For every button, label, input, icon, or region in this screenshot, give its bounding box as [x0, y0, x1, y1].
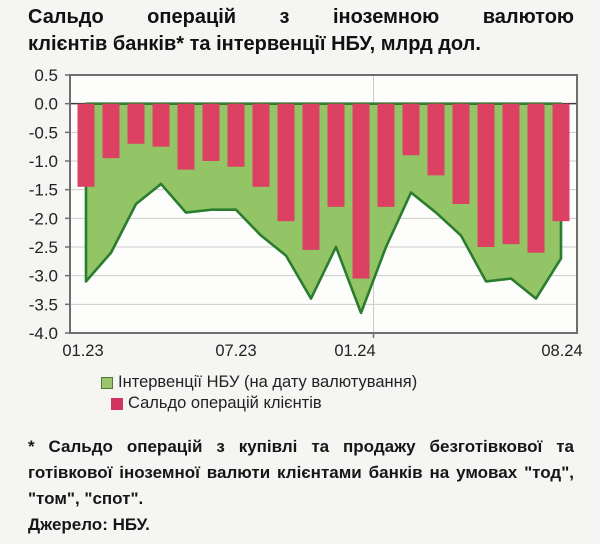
plot-border — [69, 74, 578, 334]
y-axis-tick-label: -1.0 — [29, 152, 58, 171]
bar-client-balance — [177, 103, 195, 170]
legend-label-interventions: Інтервенції НБУ (на дату валютування) — [118, 373, 418, 391]
bar-client-balance — [127, 103, 145, 144]
bar-client-balance — [302, 103, 320, 250]
bar-client-balance — [77, 103, 95, 187]
bar-client-balance — [402, 103, 420, 156]
source-note: Джерело: НБУ. — [28, 515, 150, 534]
bar-client-balance — [352, 103, 370, 279]
legend-label-client-balance: Сальдо операцій клієнтів — [128, 394, 322, 412]
chart-title-line1: Сальдо операцій з іноземною валютою — [28, 6, 574, 28]
legend-item-interventions: Інтервенції НБУ (на дату валютування) — [0, 372, 600, 393]
bar-client-balance — [202, 103, 220, 161]
y-axis-tick-label: -0.5 — [29, 123, 58, 142]
legend: Інтервенції НБУ (на дату валютування) Са… — [0, 372, 600, 414]
bar-client-balance — [152, 103, 170, 147]
legend-item-client-balance: Сальдо операцій клієнтів — [0, 393, 600, 414]
x-axis-tick-label: 01.23 — [62, 342, 103, 360]
bar-client-balance — [427, 103, 445, 176]
bar-client-balance — [277, 103, 295, 222]
bar-client-balance — [377, 103, 395, 207]
legend-swatch-interventions-icon — [101, 376, 113, 389]
bar-client-balance — [102, 103, 120, 159]
x-axis-tick-label: 08.24 — [541, 342, 582, 360]
bar-client-balance — [452, 103, 470, 204]
x-axis-tick-label: 01.24 — [334, 342, 375, 360]
x-axis-tick-label: 07.23 — [215, 342, 256, 360]
y-axis-tick-label: -3.0 — [29, 267, 58, 286]
bar-client-balance — [477, 103, 495, 248]
footnote: * Сальдо операцій з купівлі та продажу б… — [28, 437, 574, 508]
y-axis-tick-label: 0.0 — [34, 95, 58, 114]
bar-client-balance — [502, 103, 520, 245]
bar-client-balance — [252, 103, 270, 187]
bar-client-balance — [552, 103, 570, 222]
legend-swatch-client-balance-icon — [111, 397, 123, 410]
y-axis-tick-label: 0.5 — [34, 66, 58, 85]
bar-client-balance — [227, 103, 245, 167]
y-axis-tick-label: -1.5 — [29, 181, 58, 200]
y-axis-tick-label: -2.0 — [29, 209, 58, 228]
y-axis-tick-label: -4.0 — [29, 324, 58, 343]
bar-client-balance — [327, 103, 345, 207]
chart-plot: 0.50.0-0.5-1.0-1.5-2.0-2.5-3.0-3.5-4.001… — [29, 66, 583, 360]
bar-client-balance — [527, 103, 545, 253]
chart-title-line2: клієнтів банків* та інтервенції НБУ, млр… — [28, 33, 481, 55]
y-axis-tick-label: -2.5 — [29, 238, 58, 257]
y-axis-tick-label: -3.5 — [29, 295, 58, 314]
chart-title: Сальдо операцій з іноземною валютою кліє… — [28, 4, 574, 58]
